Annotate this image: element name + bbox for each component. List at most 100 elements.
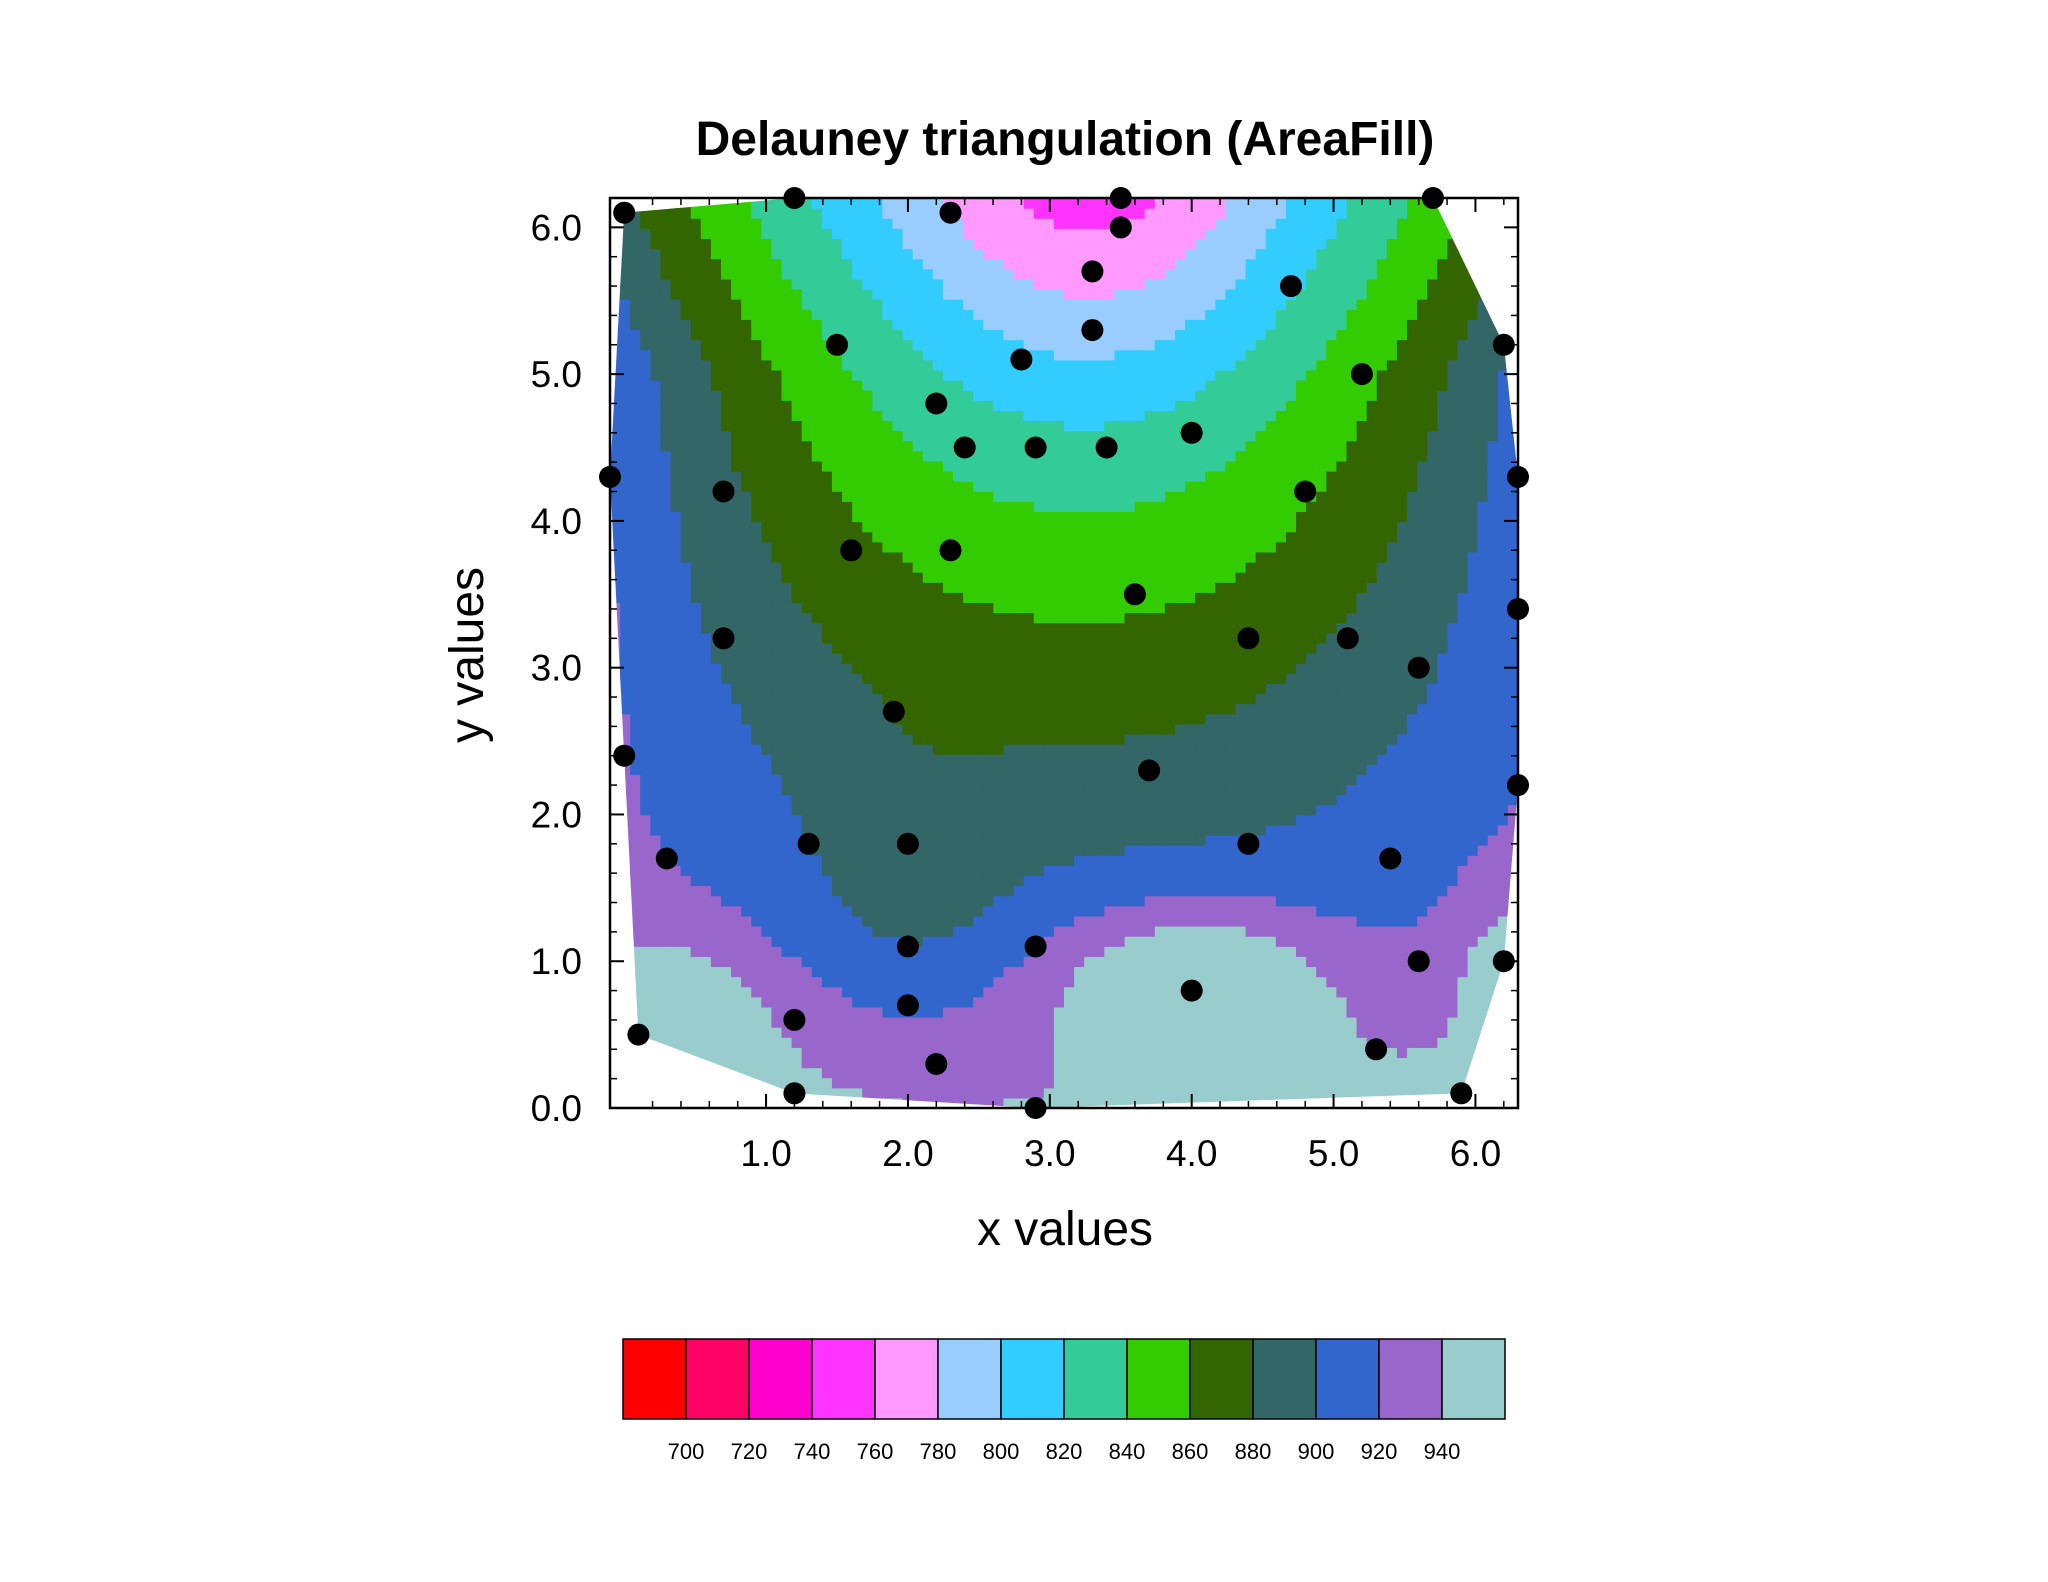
contour-cell (1457, 824, 1469, 836)
contour-cell (973, 1017, 984, 1028)
contour-cell (842, 855, 853, 866)
contour-cell (1427, 1057, 1438, 1069)
contour-cell (1084, 976, 1095, 988)
contour-cell (610, 1006, 621, 1018)
contour-cell (781, 723, 793, 735)
contour-cell (1134, 653, 1146, 664)
contour-cell (1235, 794, 1247, 806)
contour-cell (842, 562, 853, 573)
contour-cell (1225, 592, 1237, 604)
contour-cell (1205, 976, 1216, 988)
contour-cell (1195, 845, 1206, 856)
contour-cell (973, 1027, 984, 1038)
contour-cell (1134, 946, 1146, 957)
contour-cell (942, 905, 954, 917)
contour-cell (1467, 1037, 1479, 1048)
contour-cell (1174, 612, 1186, 624)
contour-cell (781, 824, 793, 836)
contour-cell (1457, 622, 1469, 634)
contour-cell (1174, 804, 1186, 816)
contour-cell (1265, 703, 1277, 715)
contour-cell (1053, 946, 1065, 957)
contour-cell (1396, 804, 1408, 816)
contour-cell (1154, 1067, 1166, 1079)
contour-cell (1285, 1037, 1297, 1048)
contour-cell (731, 642, 742, 654)
contour-cell (801, 683, 813, 695)
contour-cell (1386, 794, 1398, 806)
contour-cell (953, 1047, 964, 1059)
contour-cell (771, 946, 783, 957)
contour-cell (751, 1077, 762, 1089)
contour-cell (1053, 1097, 1065, 1108)
contour-cell (872, 592, 883, 604)
contour-cell (862, 562, 873, 573)
contour-cell (1457, 855, 1469, 866)
contour-cell (700, 673, 712, 684)
contour-cell (912, 1067, 924, 1079)
contour-cell (751, 824, 762, 836)
contour-cell (842, 915, 853, 927)
contour-cell (720, 905, 732, 917)
contour-cell (1195, 744, 1206, 755)
contour-cell (1296, 653, 1307, 664)
contour-cell (1064, 551, 1075, 563)
contour-cell (932, 572, 944, 583)
contour-cell (710, 936, 722, 947)
contour-cell (1215, 835, 1227, 846)
contour-cell (680, 835, 692, 846)
contour-cell (771, 562, 783, 573)
contour-cell (1245, 875, 1257, 887)
contour-cell (1195, 895, 1206, 907)
contour-cell (953, 885, 964, 897)
contour-cell (973, 1077, 984, 1089)
contour-cell (610, 592, 621, 604)
contour-cell (1023, 663, 1035, 674)
contour-cell (731, 1027, 742, 1038)
contour-cell (1447, 885, 1459, 897)
contour-cell (1104, 774, 1116, 786)
contour-cell (852, 966, 863, 978)
contour-cell (1053, 693, 1065, 705)
contour-cell (882, 683, 894, 695)
contour-cell (1306, 966, 1317, 978)
contour-cell (1336, 744, 1348, 755)
contour-cell (912, 622, 924, 634)
contour-cell (1124, 845, 1136, 856)
contour-cell (932, 946, 944, 957)
contour-cell (1396, 824, 1408, 836)
contour-cell (1356, 946, 1368, 957)
contour-cell (1174, 683, 1186, 695)
contour-cell (1386, 936, 1398, 947)
contour-cell (1215, 946, 1227, 957)
contour-cell (1477, 582, 1489, 593)
contour-cell (1003, 936, 1015, 947)
contour-cell (1396, 642, 1408, 654)
contour-cell (670, 673, 682, 684)
contour-cell (670, 976, 682, 988)
contour-cell (660, 1017, 672, 1028)
contour-cell (610, 875, 621, 887)
contour-cell (791, 784, 803, 796)
contour-cell (1013, 622, 1025, 634)
contour-cell (1316, 1037, 1327, 1048)
contour-cell (842, 693, 853, 705)
contour-cell (781, 774, 793, 786)
contour-cell (1346, 875, 1358, 887)
contour-cell (821, 855, 833, 866)
contour-cell (1477, 976, 1489, 988)
contour-cell (680, 1087, 692, 1099)
contour-cell (720, 774, 732, 786)
contour-cell (680, 885, 692, 897)
contour-cell (761, 673, 773, 684)
contour-cell (1023, 824, 1035, 836)
contour-cell (1316, 835, 1327, 846)
contour-cell (1356, 683, 1368, 695)
contour-cell (1023, 976, 1035, 988)
contour-cell (1003, 572, 1015, 583)
contour-cell (821, 642, 833, 654)
contour-cell (1296, 622, 1307, 634)
contour-cell (690, 1006, 702, 1018)
contour-cell (1144, 855, 1156, 866)
contour-cell (720, 814, 732, 826)
